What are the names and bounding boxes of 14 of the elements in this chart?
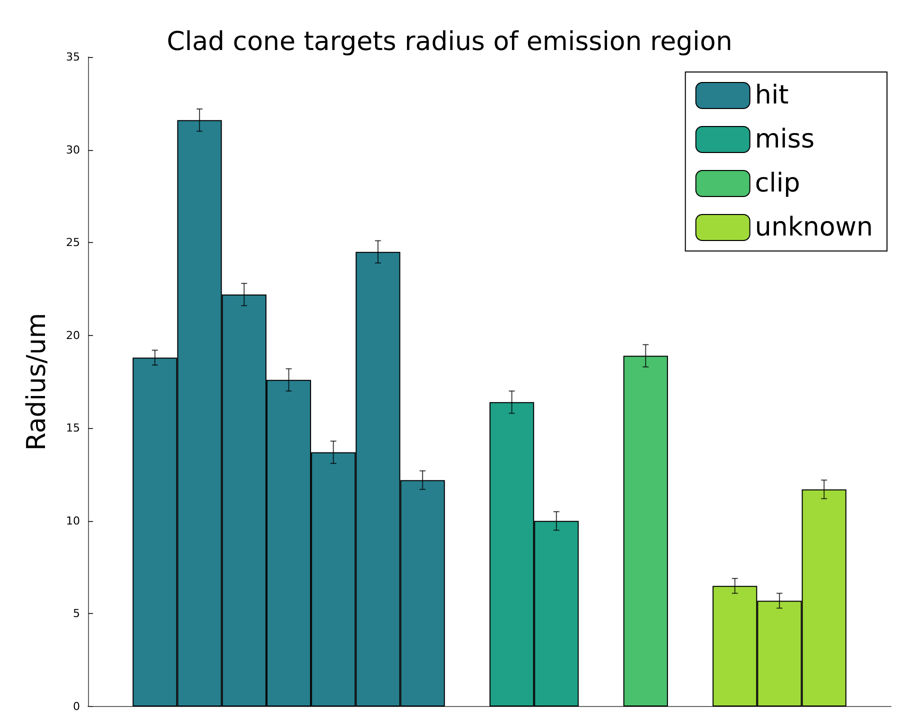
y-tick-label: 35: [66, 50, 80, 64]
legend-label: clip: [754, 168, 800, 198]
y-axis-title: Radius/um: [22, 312, 52, 451]
y-tick-label: 30: [66, 143, 80, 156]
legend-label: unknown: [754, 212, 874, 242]
y-tick-label: 10: [66, 514, 80, 528]
y-tick-label: 5: [73, 607, 80, 620]
y-tick-label: 25: [66, 236, 80, 250]
y-tick-label: 0: [73, 700, 80, 712]
y-tick-label: 20: [66, 328, 80, 342]
y-tick-label: 15: [66, 422, 80, 435]
chart-title: Clad cone targets radius of emission region: [166, 27, 732, 57]
legend-label: miss: [754, 124, 815, 154]
legend-label: hit: [754, 80, 789, 110]
